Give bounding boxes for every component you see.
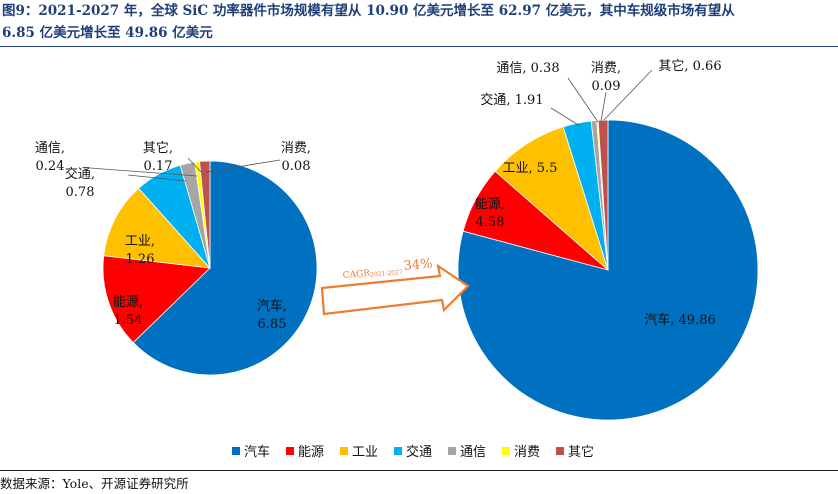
legend-label-other: 其它 xyxy=(568,444,594,460)
pie-2027-label-energy: 能源, 4.58 xyxy=(475,197,505,230)
legend-swatch-auto xyxy=(232,447,240,455)
title-rule xyxy=(0,46,838,47)
pie-2027-slice-auto xyxy=(457,119,759,421)
bottom-rule xyxy=(0,470,838,471)
pie-2021-label-transport: 交通, 0.78 xyxy=(65,166,95,200)
figure-title-line-1: 图9：2021-2027 年，全球 SiC 功率器件市场规模有望从 10.90 … xyxy=(2,3,735,19)
pie-2027-label-transport: 交通, 1.91 xyxy=(480,92,543,108)
pie-2027-label-industry: 工业, 5.5 xyxy=(503,161,558,176)
legend-label-auto: 汽车 xyxy=(244,444,270,460)
pie-2021-label-telecom: 通信, 0.24 xyxy=(35,141,65,174)
pie-2027-label-consumer: 消费, 0.09 xyxy=(591,61,621,94)
legend-label-telecom: 通信 xyxy=(460,445,486,460)
pie-2027-label-telecom: 通信, 0.38 xyxy=(496,61,559,76)
cagr-value: 34% xyxy=(403,257,433,274)
legend-label-transport: 交通 xyxy=(406,444,432,460)
pie-2021-slice-energy xyxy=(102,255,211,344)
figure-title: 图9：2021-2027 年，全球 SiC 功率器件市场规模有望从 10.90 … xyxy=(0,0,838,46)
figure-title-line-2: 6.85 亿美元增长至 49.86 亿美元 xyxy=(2,25,213,41)
pie-2021-slice-auto xyxy=(132,160,318,376)
pie-2027-leader-other xyxy=(603,69,653,121)
pie-2027-leader-transport xyxy=(550,107,581,127)
pie-2021-leader-consumer xyxy=(205,159,281,173)
pie-2021-label-industry: 工业, 1.26 xyxy=(125,234,155,267)
pie-2027-slice-industry xyxy=(494,126,609,272)
legend-swatch-industry xyxy=(340,447,348,455)
legend-swatch-telecom xyxy=(448,447,456,455)
source-note: 数据来源：Yole、开源证券研究所 xyxy=(0,476,189,491)
pie-2027-label-auto: 汽车, 49.86 xyxy=(644,312,715,328)
legend-swatch-other xyxy=(556,447,564,455)
legend-label-industry: 工业 xyxy=(352,445,378,460)
pie-2021-leader-other xyxy=(187,157,202,173)
pie-2021-slice-other xyxy=(199,160,211,269)
pie-2021-label-energy: 能源, 1.54 xyxy=(113,295,143,328)
pie-2021-label-auto: 汽车, 6.85 xyxy=(257,298,287,332)
legend-swatch-energy xyxy=(286,447,294,455)
cagr-label: CAGR2021-2027 xyxy=(342,266,403,281)
cagr-arrow xyxy=(320,263,470,316)
pie-2027-leader-telecom xyxy=(567,77,599,123)
pie-2021-leader-transport xyxy=(127,174,187,182)
pie-2021-leader-telecom xyxy=(89,167,198,177)
pie-2021-label-other: 其它, 0.17 xyxy=(143,140,173,174)
pie-2021-label-consumer: 消费, 0.08 xyxy=(281,141,311,174)
pie-2021-slice-industry xyxy=(103,187,212,269)
pie-2027-slice-other xyxy=(597,119,609,271)
legend-swatch-transport xyxy=(394,447,402,455)
legend-label-consumer: 消费 xyxy=(514,445,540,460)
pie-2027-leader-consumer xyxy=(600,91,607,122)
legend-swatch-consumer xyxy=(502,447,510,455)
legend-label-energy: 能源 xyxy=(298,445,324,460)
pie-2027-label-other: 其它, 0.66 xyxy=(658,58,721,74)
